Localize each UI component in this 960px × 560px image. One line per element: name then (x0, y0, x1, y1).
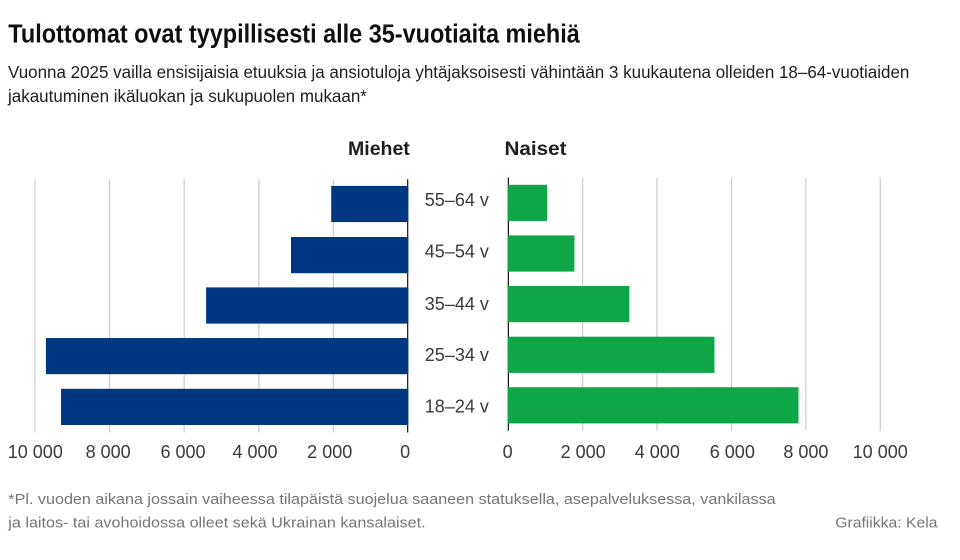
svg-text:Vuonna 2025 vailla ensisijaisi: Vuonna 2025 vailla ensisijaisia etuuksia… (8, 61, 909, 82)
svg-text:0: 0 (503, 442, 513, 462)
svg-text:Tulottomat ovat tyypillisesti: Tulottomat ovat tyypillisesti alle 35-vu… (8, 21, 580, 49)
svg-text:25–34 v: 25–34 v (425, 345, 489, 365)
svg-text:6 000: 6 000 (710, 442, 755, 462)
svg-text:4 000: 4 000 (635, 442, 680, 462)
svg-text:10 000: 10 000 (8, 442, 63, 462)
svg-text:8 000: 8 000 (783, 442, 828, 462)
svg-text:0: 0 (400, 442, 410, 462)
svg-text:jakautuminen ikäluokan ja suku: jakautuminen ikäluokan ja sukupuolen muk… (7, 86, 367, 107)
svg-text:2 000: 2 000 (307, 442, 352, 462)
svg-text:4 000: 4 000 (232, 442, 277, 462)
svg-text:45–54 v: 45–54 v (425, 241, 489, 261)
svg-text:55–64 v: 55–64 v (425, 190, 489, 210)
svg-text:6 000: 6 000 (160, 442, 205, 462)
svg-text:10 000: 10 000 (853, 442, 908, 462)
svg-text:Naiset: Naiset (505, 138, 567, 159)
svg-text:Grafiikka: Kela: Grafiikka: Kela (835, 515, 938, 532)
svg-text:2 000: 2 000 (561, 442, 606, 462)
svg-text:*Pl. vuoden aikana jossain vai: *Pl. vuoden aikana jossain vaiheessa til… (8, 491, 776, 507)
svg-text:8 000: 8 000 (86, 442, 131, 462)
svg-text:ja laitos- tai avohoidossa oll: ja laitos- tai avohoidossa olleet sekä U… (7, 515, 425, 531)
svg-text:18–24 v: 18–24 v (425, 397, 489, 417)
svg-text:35–44 v: 35–44 v (425, 294, 489, 314)
svg-text:Miehet: Miehet (348, 138, 410, 160)
